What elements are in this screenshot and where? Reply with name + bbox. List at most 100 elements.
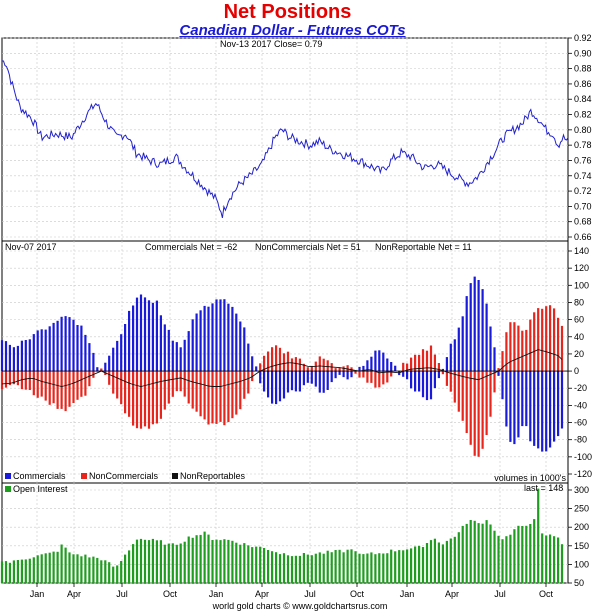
commercials-bar [449, 343, 452, 372]
y-tick-label: 140 [574, 246, 589, 256]
noncommercials-bar [239, 371, 242, 410]
last-note: last = 148 [524, 483, 563, 493]
open-interest-bar [549, 534, 552, 583]
commercials-bar [187, 331, 190, 372]
commercials-bar [517, 371, 520, 438]
open-interest-bar [48, 552, 51, 583]
noncommercials-bar [223, 371, 226, 426]
commercials-bar [255, 366, 258, 371]
noncommercials-bar [350, 367, 353, 372]
open-interest-bar [278, 554, 282, 583]
commercials-bar [84, 334, 87, 371]
open-interest-bar [108, 562, 111, 583]
open-interest-bar [342, 552, 345, 583]
commercials-bar [104, 362, 107, 372]
noncommercials-bar [231, 371, 234, 419]
commercials-bar [481, 289, 484, 372]
y-tick-label: 60 [574, 315, 584, 325]
noncommercials-bar [52, 371, 55, 404]
x-tick-label: Jul [116, 589, 128, 599]
cot-date: Nov-07 2017 [5, 242, 57, 252]
open-interest-bar [187, 536, 190, 583]
commercials-bar [469, 283, 472, 372]
commercials-bar [278, 371, 282, 402]
noncommercials-bar [48, 371, 51, 405]
noncommercials-bar [163, 371, 166, 410]
open-interest-bar [525, 525, 528, 583]
open-interest-bar [128, 550, 131, 583]
commercials-bar [275, 371, 278, 405]
open-interest-bar [314, 553, 317, 583]
commercials-bar [247, 343, 250, 372]
noncommercials-bar [235, 371, 238, 415]
open-interest-bar [76, 554, 79, 583]
commercials-bar [116, 340, 119, 372]
noncommercials-bar [290, 358, 294, 372]
x-tick-label: Jan [209, 589, 224, 599]
open-interest-bar [139, 538, 143, 583]
legend-open-interest: Open Interest [13, 484, 68, 494]
commercials-bar [24, 340, 27, 372]
commercials-bar [68, 317, 71, 372]
commercials-bar [541, 371, 544, 452]
commercials-bar [179, 347, 182, 372]
open-interest-bar [227, 539, 230, 583]
noncommercials-bar [128, 371, 131, 417]
open-interest-bar [437, 542, 440, 583]
commercials-bar [549, 371, 552, 448]
commercials-bar [227, 303, 230, 372]
y-tick-label: 0.68 [574, 217, 592, 227]
commercials-bar [437, 371, 440, 379]
open-interest-bar [318, 552, 321, 583]
noncommercials-bar [259, 363, 262, 372]
commercials-bar [497, 371, 500, 376]
open-interest-bar [8, 562, 11, 583]
y-tick-label: 0.90 [574, 48, 592, 58]
commercials-bar [40, 329, 43, 372]
noncommercials-bar [326, 360, 329, 372]
noncommercials-bar [374, 371, 377, 388]
commercials-bar [60, 316, 63, 371]
commercials-bar [28, 339, 31, 372]
noncommercials-bar [135, 371, 139, 429]
price-line [2, 60, 569, 219]
nonreportable-net: NonReportable Net = 11 [375, 242, 472, 252]
commercials-bar [322, 371, 325, 393]
noncommercials-bar [481, 371, 484, 449]
price-y-axis: 0.92 0.90 0.88 0.86 0.84 0.82 0.80 0.78 0.76 0.74… [568, 33, 592, 242]
open-interest-bar [183, 541, 186, 583]
commercials-bar [485, 303, 488, 371]
noncommercials-bar [124, 371, 127, 414]
open-interest-bar [346, 549, 349, 583]
cot-bars [0, 276, 568, 457]
open-interest-bar [425, 543, 429, 583]
noncommercials-bar [12, 371, 15, 385]
y-tick-label: 250 [574, 504, 589, 514]
noncommercials-bar [84, 371, 87, 396]
legend-commercials: Commercials [13, 471, 66, 481]
y-tick-label: 0.70 [574, 201, 592, 211]
commercials-bar [465, 296, 468, 372]
noncommercials-bar [437, 363, 440, 372]
commercials-bar [167, 329, 170, 372]
noncommercials-bar [24, 371, 27, 390]
y-tick-label: 50 [574, 578, 584, 588]
commercials-bar [529, 371, 532, 442]
commercials-bar [350, 371, 353, 378]
noncommercials-bar [410, 357, 413, 372]
commercials-bar [394, 365, 397, 371]
open-interest-bar [271, 551, 274, 583]
noncommercials-bar [76, 371, 79, 400]
commercials-bar [211, 303, 214, 372]
y-tick-label: 0.82 [574, 110, 592, 120]
open-interest-bar [370, 552, 373, 583]
commercials-bar [310, 371, 313, 384]
commercials-bar [378, 350, 381, 372]
legend-noncommercials: NonCommercials [89, 471, 159, 481]
page-title: Net Positions [223, 1, 352, 23]
commercials-bar [477, 280, 480, 372]
open-interest-bar [199, 534, 202, 583]
open-interest-bar [195, 535, 198, 583]
commercials-bar [271, 371, 274, 404]
open-interest-bar [545, 535, 548, 583]
